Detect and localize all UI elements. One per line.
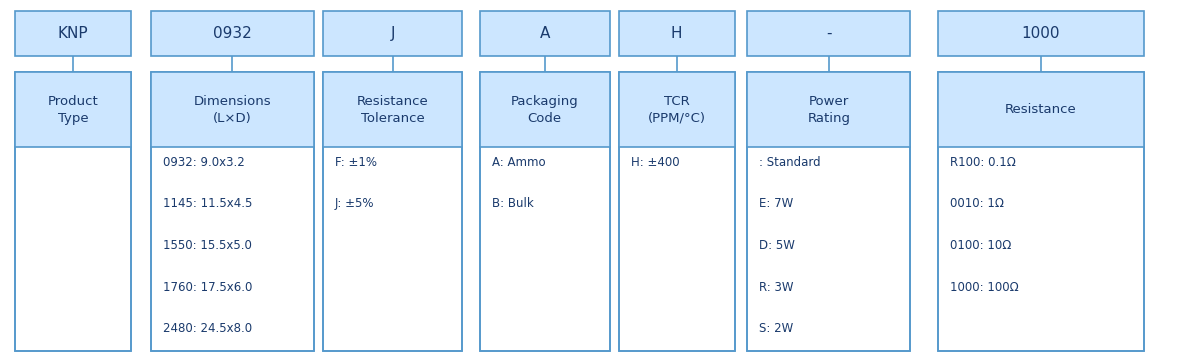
Text: 0010: 1Ω: 0010: 1Ω bbox=[950, 197, 1003, 210]
Bar bbox=[747, 72, 910, 351]
Bar bbox=[151, 11, 314, 56]
Bar bbox=[619, 72, 735, 147]
Text: Resistance
Tolerance: Resistance Tolerance bbox=[357, 94, 428, 125]
Text: S: 2W: S: 2W bbox=[759, 322, 793, 335]
Text: J: ±5%: J: ±5% bbox=[335, 197, 375, 210]
Text: 0932: 9.0x3.2: 0932: 9.0x3.2 bbox=[163, 156, 244, 169]
Bar bbox=[938, 72, 1144, 351]
Text: F: ±1%: F: ±1% bbox=[335, 156, 377, 169]
Bar bbox=[480, 72, 610, 351]
Text: H: H bbox=[671, 26, 683, 41]
Text: Packaging
Code: Packaging Code bbox=[511, 94, 579, 125]
Text: Product
Type: Product Type bbox=[47, 94, 99, 125]
Bar bbox=[480, 11, 610, 56]
Text: 0100: 10Ω: 0100: 10Ω bbox=[950, 239, 1012, 252]
Text: TCR
(PPM/°C): TCR (PPM/°C) bbox=[647, 94, 706, 125]
Text: -: - bbox=[826, 26, 831, 41]
Text: Resistance: Resistance bbox=[1006, 103, 1076, 116]
Bar bbox=[151, 72, 314, 351]
Text: R: 3W: R: 3W bbox=[759, 281, 793, 294]
Text: 1145: 11.5x4.5: 1145: 11.5x4.5 bbox=[163, 197, 252, 210]
Text: J: J bbox=[390, 26, 395, 41]
Text: 1760: 17.5x6.0: 1760: 17.5x6.0 bbox=[163, 281, 252, 294]
Bar bbox=[747, 72, 910, 147]
Bar bbox=[619, 11, 735, 56]
Text: B: Bulk: B: Bulk bbox=[492, 197, 533, 210]
Bar bbox=[938, 11, 1144, 56]
Text: Power
Rating: Power Rating bbox=[808, 94, 850, 125]
Bar bbox=[747, 11, 910, 56]
Text: H: ±400: H: ±400 bbox=[631, 156, 679, 169]
Text: Dimensions
(L×D): Dimensions (L×D) bbox=[193, 94, 271, 125]
Text: R100: 0.1Ω: R100: 0.1Ω bbox=[950, 156, 1015, 169]
Text: A: Ammo: A: Ammo bbox=[492, 156, 545, 169]
Bar bbox=[323, 72, 462, 351]
Text: KNP: KNP bbox=[58, 26, 88, 41]
Bar bbox=[938, 72, 1144, 147]
Text: D: 5W: D: 5W bbox=[759, 239, 795, 252]
Bar bbox=[14, 72, 132, 351]
Bar bbox=[151, 72, 314, 147]
Bar bbox=[323, 72, 462, 351]
Bar bbox=[480, 72, 610, 147]
Bar bbox=[747, 72, 910, 351]
Bar bbox=[938, 72, 1144, 351]
Bar bbox=[323, 72, 462, 147]
Text: 2480: 24.5x8.0: 2480: 24.5x8.0 bbox=[163, 322, 252, 335]
Text: E: 7W: E: 7W bbox=[759, 197, 793, 210]
Bar bbox=[151, 72, 314, 351]
Bar bbox=[619, 72, 735, 351]
Text: : Standard: : Standard bbox=[759, 156, 821, 169]
Bar bbox=[480, 72, 610, 351]
Text: 0932: 0932 bbox=[213, 26, 251, 41]
Bar bbox=[14, 11, 132, 56]
Bar bbox=[14, 72, 132, 147]
Bar bbox=[14, 72, 132, 351]
Bar bbox=[323, 11, 462, 56]
Text: 1000: 1000 bbox=[1022, 26, 1060, 41]
Bar bbox=[619, 72, 735, 351]
Text: A: A bbox=[540, 26, 549, 41]
Text: 1550: 15.5x5.0: 1550: 15.5x5.0 bbox=[163, 239, 251, 252]
Text: 1000: 100Ω: 1000: 100Ω bbox=[950, 281, 1019, 294]
